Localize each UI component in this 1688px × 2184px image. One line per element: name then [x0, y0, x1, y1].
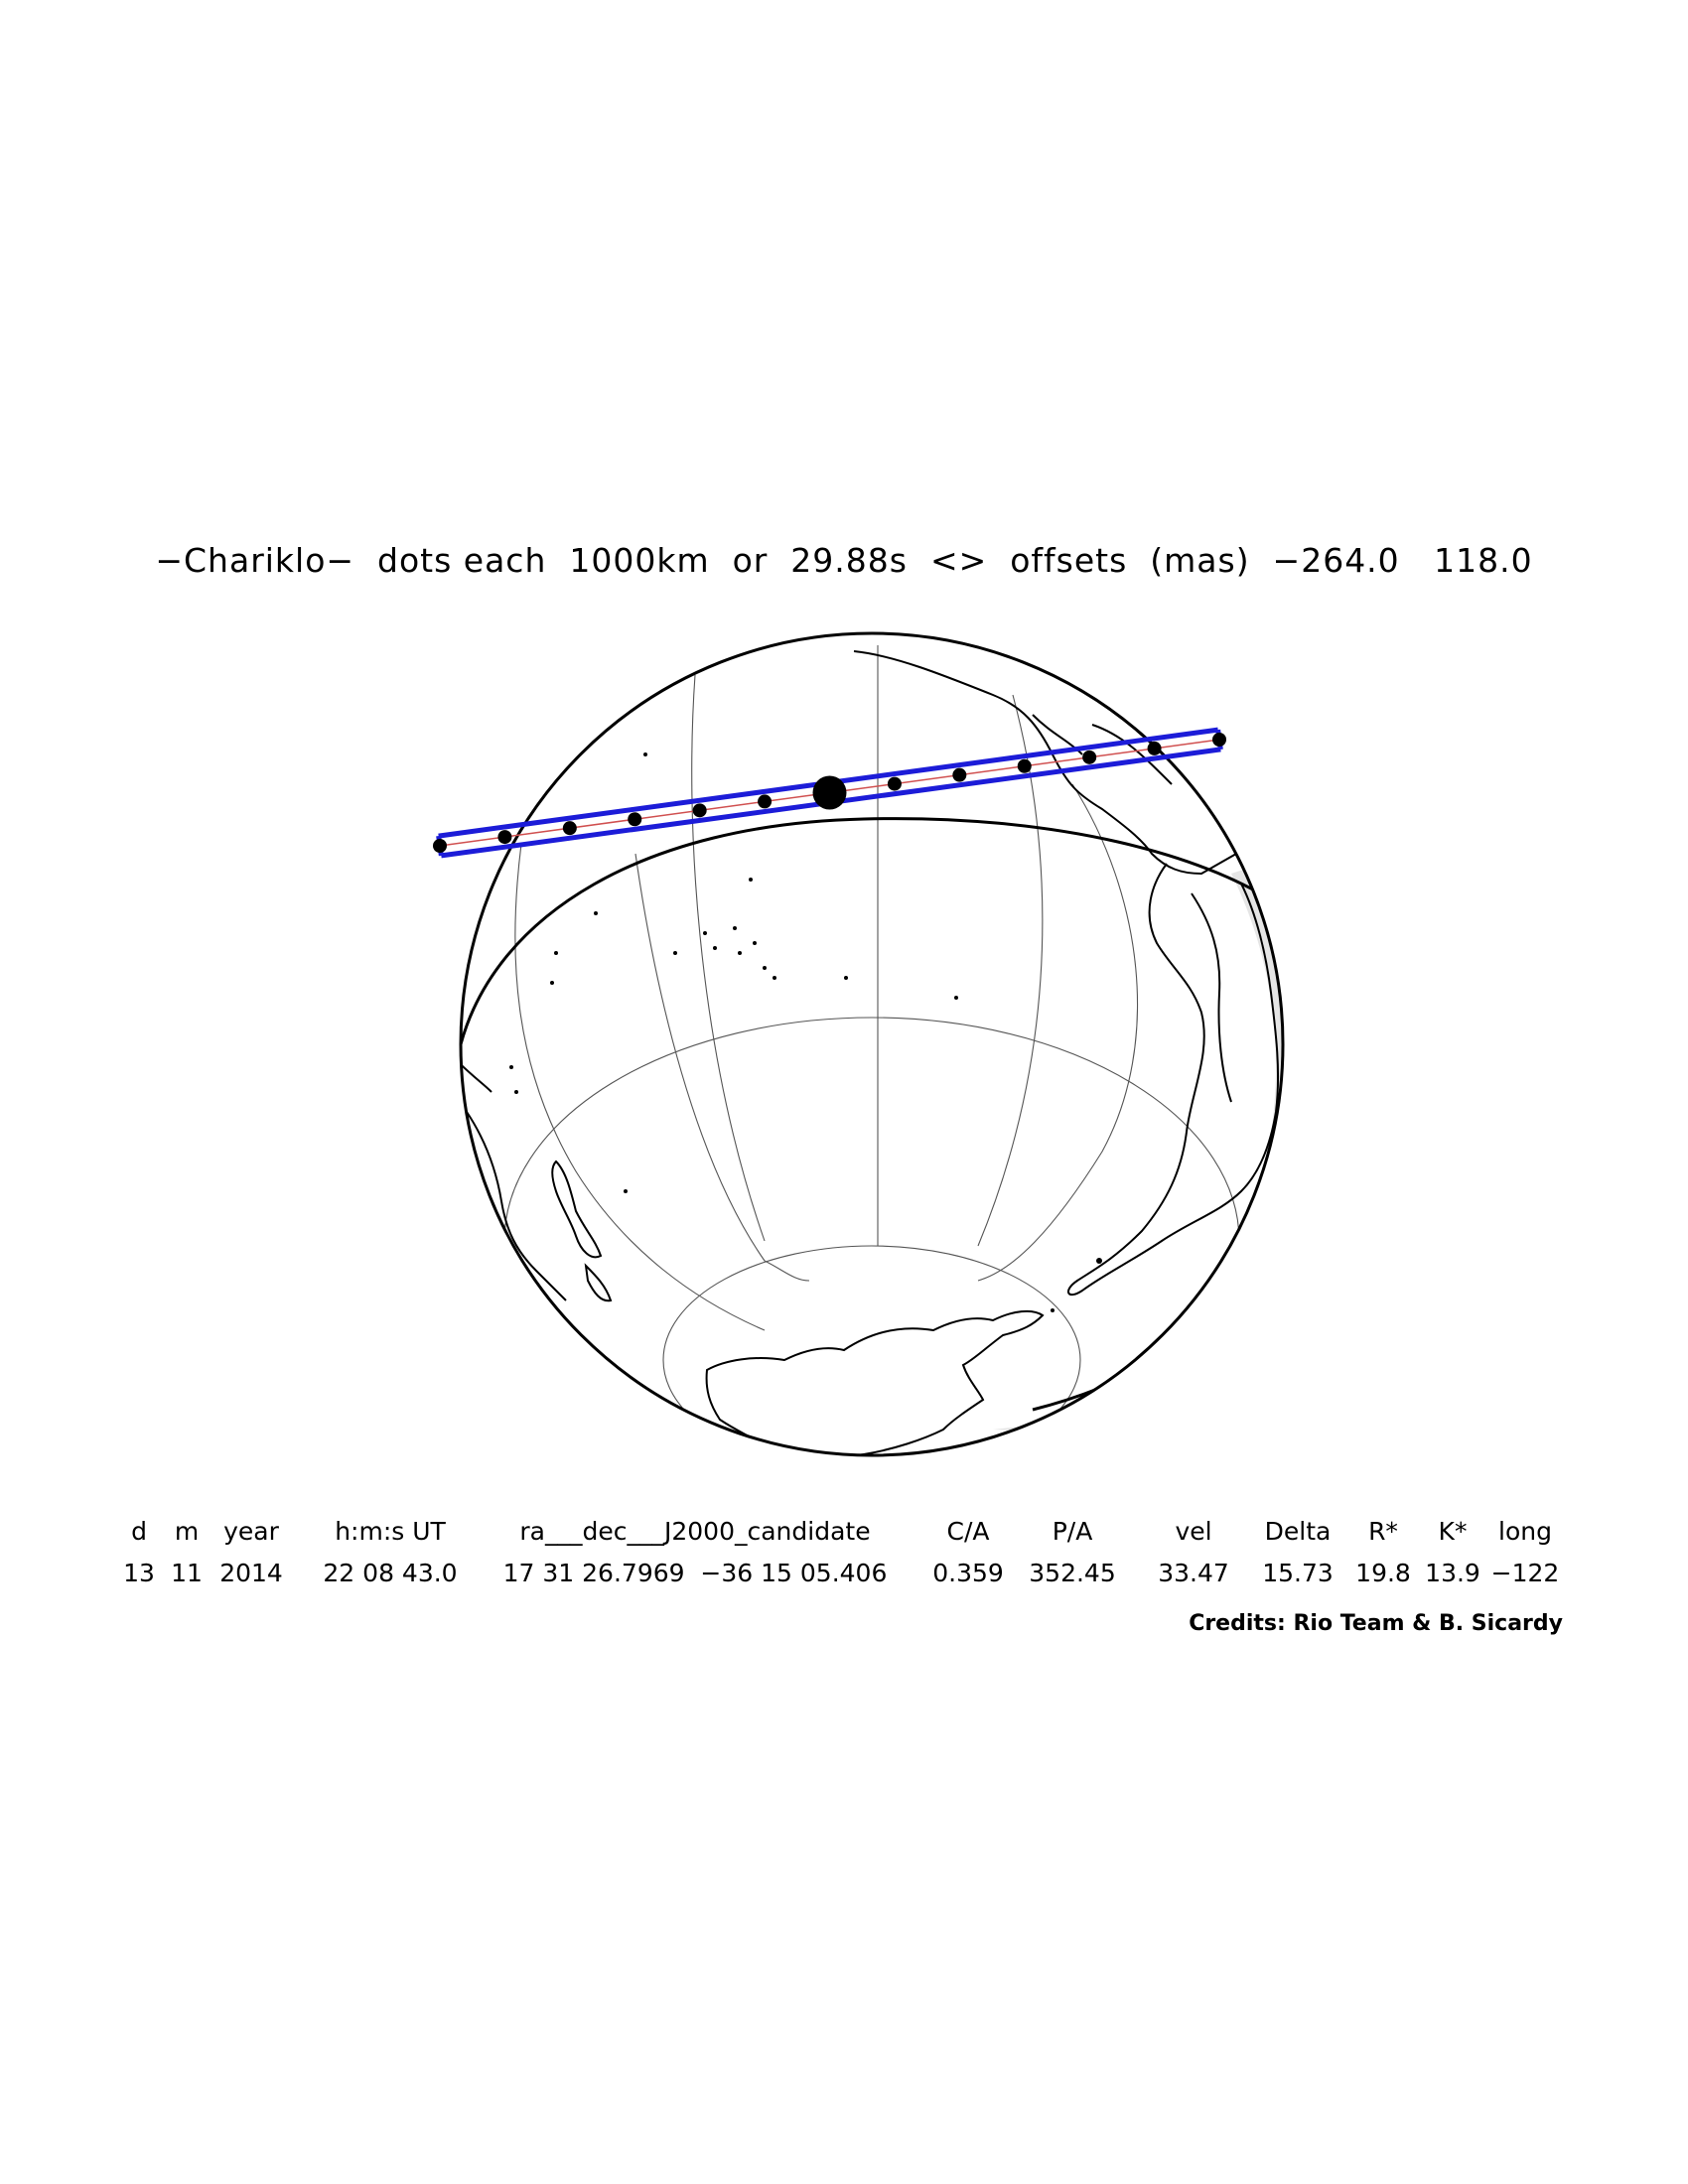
table-header-cell-9: R*	[1368, 1517, 1398, 1546]
table-value-cell-6: 352.45	[1029, 1559, 1116, 1587]
path-dot	[562, 821, 577, 836]
globe-disc	[461, 633, 1283, 1455]
pacific-islands	[509, 752, 1102, 1312]
north-america-coast	[853, 650, 1282, 876]
central-occultation-dot	[812, 775, 847, 810]
table-header-cell-6: P/A	[1052, 1517, 1093, 1546]
new-zealand-coast	[551, 1160, 603, 1259]
path-dot	[887, 776, 902, 791]
south-america-coast	[1067, 863, 1280, 1297]
path-dot	[1017, 758, 1032, 773]
path-dot	[692, 803, 707, 818]
terminator-line	[461, 817, 1283, 1045]
table-value-cell-4: 17 31 26.7969 −36 15 05.406	[502, 1559, 888, 1587]
path-dot	[433, 839, 447, 853]
map-title: −Chariklo− dots each 1000km or 29.88s <>…	[155, 541, 1533, 580]
table-value-cell-7: 33.47	[1158, 1559, 1229, 1587]
path-dot	[628, 812, 642, 827]
credits: Credits: Rio Team & B. Sicardy	[1189, 1611, 1563, 1636]
table-header-cell-8: Delta	[1264, 1517, 1332, 1546]
table-value-cell-8: 15.73	[1262, 1559, 1334, 1587]
table-header-cell-10: K*	[1438, 1517, 1468, 1546]
table-value-cell-5: 0.359	[932, 1559, 1004, 1587]
table-value-cell-0: 13	[123, 1559, 155, 1587]
table-value-cell-3: 22 08 43.0	[323, 1559, 458, 1587]
australia-coast	[466, 1111, 567, 1301]
table-header-cell-2: year	[223, 1517, 279, 1546]
table-header-row: d m year h:m:s UT ra___dec___J2000_candidate…	[0, 1517, 1688, 1557]
table-header-cell-7: vel	[1175, 1517, 1212, 1546]
path-dot	[1212, 733, 1226, 747]
table-header-cell-3: h:m:s UT	[335, 1517, 446, 1546]
occultation-path	[433, 727, 1226, 859]
path-dot	[1147, 741, 1162, 755]
path-dot	[1082, 750, 1097, 764]
path-dot	[952, 767, 967, 782]
table-value-cell-10: 13.9	[1425, 1559, 1480, 1587]
table-header-cell-5: C/A	[946, 1517, 990, 1546]
table-value-cell-9: 19.8	[1355, 1559, 1411, 1587]
table-value-cell-2: 2014	[219, 1559, 283, 1587]
path-dot	[497, 830, 512, 845]
path-dot	[758, 794, 773, 809]
table-value-cell-11: −122	[1490, 1559, 1560, 1587]
table-header-cell-4: ra___dec___J2000_candidate	[519, 1517, 871, 1546]
table-header-cell-0: d	[131, 1517, 147, 1546]
table-value-row: 13 11 2014 22 08 43.0 17 31 26.7969 −36 15 0…	[0, 1559, 1688, 1598]
table-value-cell-1: 11	[171, 1559, 203, 1587]
table-header-cell-11: long	[1498, 1517, 1552, 1546]
table-header-cell-1: m	[174, 1517, 200, 1546]
globe-outline	[459, 631, 1285, 1457]
